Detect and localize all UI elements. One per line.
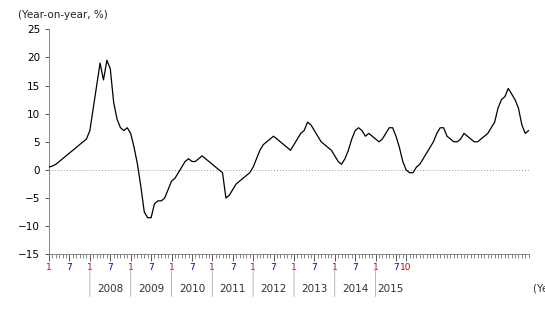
Text: 2013: 2013 — [301, 284, 328, 293]
Text: 2012: 2012 — [261, 284, 287, 293]
Text: (Year-on-year, %): (Year-on-year, %) — [18, 10, 107, 20]
Text: 2008: 2008 — [97, 284, 123, 293]
Text: 2010: 2010 — [179, 284, 205, 293]
Text: 2014: 2014 — [342, 284, 368, 293]
Text: 2009: 2009 — [138, 284, 164, 293]
Text: (Year, month): (Year, month) — [534, 284, 545, 293]
Text: 2015: 2015 — [378, 284, 404, 293]
Text: 2011: 2011 — [220, 284, 246, 293]
